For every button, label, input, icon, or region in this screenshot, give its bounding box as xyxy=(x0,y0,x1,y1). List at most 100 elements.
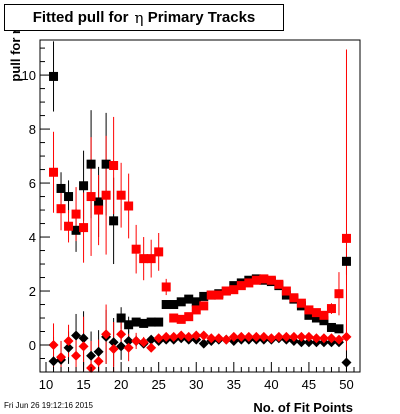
x-tick-label: 45 xyxy=(302,377,316,392)
square-marker xyxy=(251,275,261,285)
y-tick-label: 4 xyxy=(29,230,36,245)
chart-title-symbol: η xyxy=(134,8,144,27)
square-marker xyxy=(311,308,321,318)
diamond-marker xyxy=(213,333,224,344)
square-marker xyxy=(131,244,141,254)
square-marker xyxy=(319,310,329,320)
y-tick-label: 2 xyxy=(29,284,36,299)
square-marker xyxy=(139,318,149,328)
y-axis-ticks: 0 2 4 6 8 10 xyxy=(22,47,50,373)
square-marker xyxy=(109,161,119,171)
plot-frame xyxy=(39,39,361,373)
diamond-marker xyxy=(191,330,202,341)
diamond-marker xyxy=(206,333,217,344)
diamond-marker xyxy=(71,350,82,361)
square-marker xyxy=(184,294,194,304)
diamond-marker xyxy=(86,350,97,361)
diamond-marker xyxy=(153,333,164,344)
diamond-marker xyxy=(333,334,344,345)
square-marker xyxy=(289,293,299,303)
square-marker xyxy=(326,322,336,332)
square-marker xyxy=(154,317,164,327)
square-marker xyxy=(191,297,201,307)
diamond-marker xyxy=(221,334,232,345)
square-marker xyxy=(176,314,186,324)
diamond-marker xyxy=(318,333,329,344)
x-tick-label: 10 xyxy=(39,377,53,392)
square-marker xyxy=(49,167,59,177)
diamond-marker xyxy=(288,331,299,342)
diamond-marker xyxy=(168,331,179,342)
x-axis-label: No. of Fit Points xyxy=(253,400,353,414)
square-marker xyxy=(296,298,306,308)
diamond-marker xyxy=(116,341,127,352)
timestamp: Fri Jun 26 19:12:16 2015 xyxy=(4,401,93,410)
square-marker xyxy=(154,247,164,257)
diamond-marker xyxy=(78,333,89,344)
square-marker xyxy=(64,221,74,231)
square-marker xyxy=(244,278,254,288)
chart-title-text: Fitted pull for xyxy=(32,9,129,26)
square-marker xyxy=(266,275,276,285)
diamond-marker xyxy=(251,331,262,342)
square-marker xyxy=(161,282,171,292)
square-marker xyxy=(56,204,66,214)
diamond-marker xyxy=(326,333,337,344)
diamond-marker xyxy=(273,331,284,342)
diamond-marker xyxy=(138,337,149,348)
square-marker xyxy=(341,256,351,266)
square-marker xyxy=(86,159,96,169)
square-marker xyxy=(124,201,134,211)
diamond-marker xyxy=(123,342,134,353)
square-marker xyxy=(71,209,81,219)
x-tick-label: 40 xyxy=(264,377,278,392)
square-marker xyxy=(71,225,81,235)
x-tick-label: 35 xyxy=(227,377,241,392)
square-marker xyxy=(311,313,321,323)
diamond-marker xyxy=(281,331,292,342)
chart-title-suffix: Primary Tracks xyxy=(143,9,256,26)
chart-title-box: Fitted pull for η Primary Tracks xyxy=(4,4,284,31)
square-marker xyxy=(146,254,156,264)
x-tick-label: 15 xyxy=(76,377,90,392)
diamond-marker xyxy=(258,331,269,342)
square-marker xyxy=(94,197,104,207)
square-marker xyxy=(236,281,246,291)
square-marker xyxy=(161,300,171,310)
square-marker xyxy=(169,300,179,310)
diamond-marker xyxy=(131,335,142,346)
square-marker xyxy=(116,313,126,323)
diamond-marker xyxy=(243,331,254,342)
diamond-marker xyxy=(146,334,157,345)
diamond-marker xyxy=(198,330,209,341)
square-marker xyxy=(221,286,231,296)
square-marker xyxy=(334,289,344,299)
diamond-marker xyxy=(296,337,307,348)
x-tick-label: 50 xyxy=(339,377,353,392)
x-axis-ticks: 10 15 20 25 30 35 40 45 50 xyxy=(39,362,355,392)
diamond-marker xyxy=(78,341,89,352)
diamond-marker xyxy=(176,330,187,341)
square-marker xyxy=(139,254,149,264)
square-marker xyxy=(146,317,156,327)
diamond-marker xyxy=(108,344,119,355)
square-marker xyxy=(169,313,179,323)
square-marker xyxy=(176,297,186,307)
diamond-marker xyxy=(63,335,74,346)
diamond-marker xyxy=(296,331,307,342)
square-marker xyxy=(79,223,89,233)
diamond-marker xyxy=(93,346,104,357)
diamond-marker xyxy=(303,337,314,348)
x-tick-label: 20 xyxy=(114,377,128,392)
square-marker xyxy=(86,192,96,202)
diamond-marker xyxy=(101,329,112,340)
diamond-marker xyxy=(71,330,82,341)
square-marker xyxy=(124,320,134,330)
square-marker xyxy=(101,190,111,200)
diamond-marker xyxy=(311,333,322,344)
square-marker xyxy=(229,285,239,295)
square-marker xyxy=(304,310,314,320)
diamond-marker xyxy=(236,331,247,342)
diamond-marker xyxy=(198,338,209,349)
square-marker xyxy=(319,316,329,326)
